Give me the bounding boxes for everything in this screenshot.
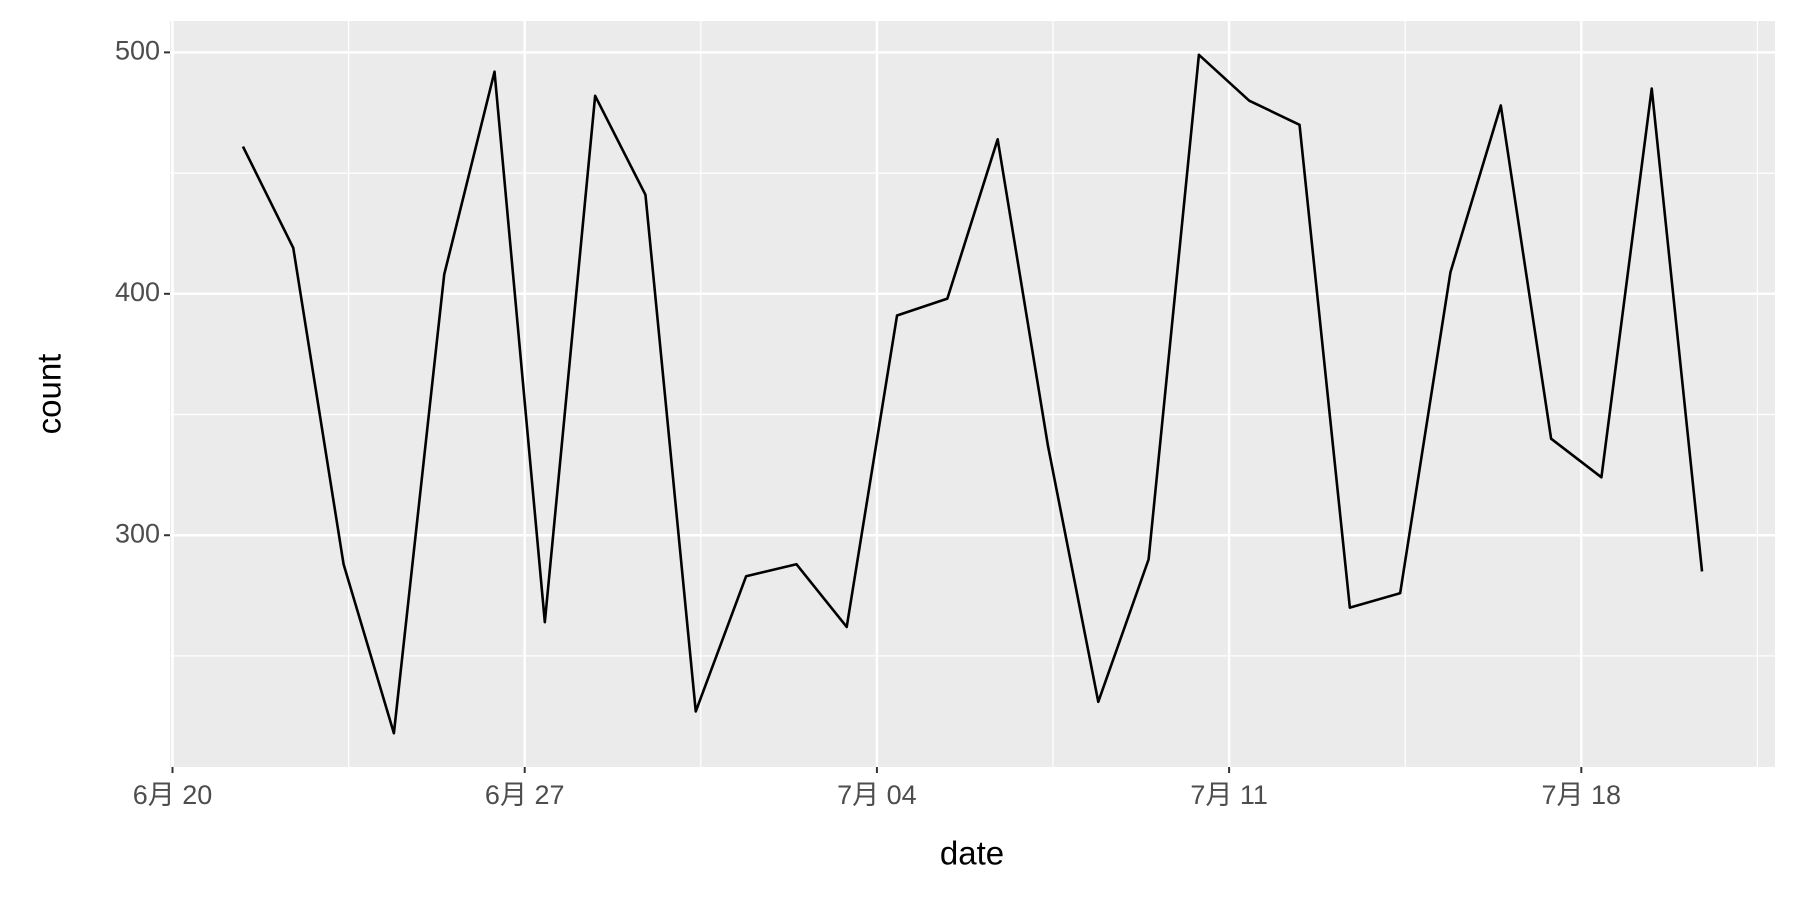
y-tick-label: 500 <box>115 36 160 66</box>
x-tick-label: 7月 11 <box>1190 780 1268 810</box>
y-axis-title: count <box>31 354 68 435</box>
x-tick-label: 6月 20 <box>133 780 213 810</box>
x-tick-label: 6月 27 <box>485 780 565 810</box>
plot-panel <box>170 21 1775 767</box>
y-tick-label: 300 <box>115 518 160 548</box>
data-line <box>241 53 1704 735</box>
x-tick-label: 7月 04 <box>837 780 917 810</box>
y-tick-label: 400 <box>115 277 160 307</box>
x-axis-title: date <box>940 835 1004 872</box>
x-tick-label: 7月 18 <box>1542 780 1622 810</box>
